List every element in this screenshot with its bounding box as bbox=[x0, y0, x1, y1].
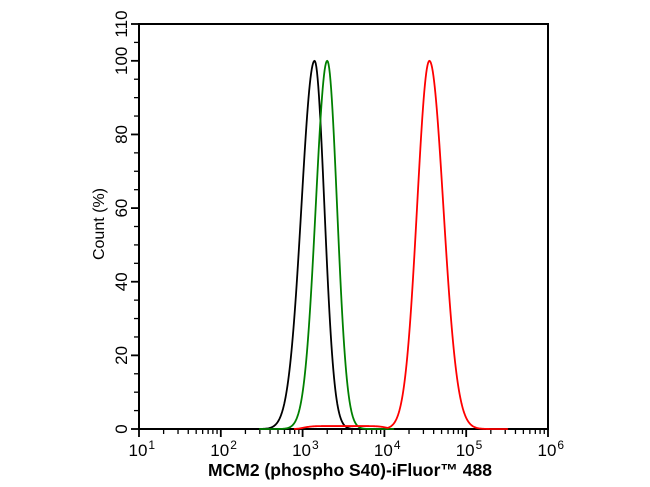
y-tick-label: 40 bbox=[112, 272, 131, 291]
x-axis-tick-labels: 101 102 103 104 105 106 bbox=[129, 438, 565, 460]
histogram-curves bbox=[138, 59, 549, 430]
x-tick-label: 105 bbox=[456, 438, 483, 460]
x-tick-label: 106 bbox=[538, 438, 565, 460]
x-tick-label: 104 bbox=[374, 438, 401, 460]
y-tick-label: 110 bbox=[112, 10, 131, 37]
y-tick-label: 0 bbox=[112, 424, 131, 433]
y-tick-label: 60 bbox=[112, 199, 131, 218]
x-tick-label: 101 bbox=[129, 438, 156, 460]
y-axis-title: Count (%) bbox=[91, 188, 108, 260]
x-axis-ticks bbox=[138, 430, 549, 437]
y-tick-label: 100 bbox=[112, 47, 131, 75]
curve-green-curve bbox=[258, 59, 395, 430]
y-axis-tick-labels: 0 20 40 60 80 100 110 bbox=[112, 10, 131, 433]
x-axis-title: MCM2 (phospho S40)-iFluor™ 488 bbox=[208, 460, 492, 480]
curve-black-curve bbox=[138, 59, 549, 430]
y-axis-ticks bbox=[131, 23, 138, 430]
x-tick-label: 102 bbox=[210, 438, 237, 460]
x-tick-label: 103 bbox=[292, 438, 319, 460]
curve-red-curve bbox=[293, 59, 509, 430]
y-tick-label: 20 bbox=[112, 346, 131, 365]
plot-border bbox=[138, 23, 549, 430]
y-tick-label: 80 bbox=[112, 125, 131, 144]
